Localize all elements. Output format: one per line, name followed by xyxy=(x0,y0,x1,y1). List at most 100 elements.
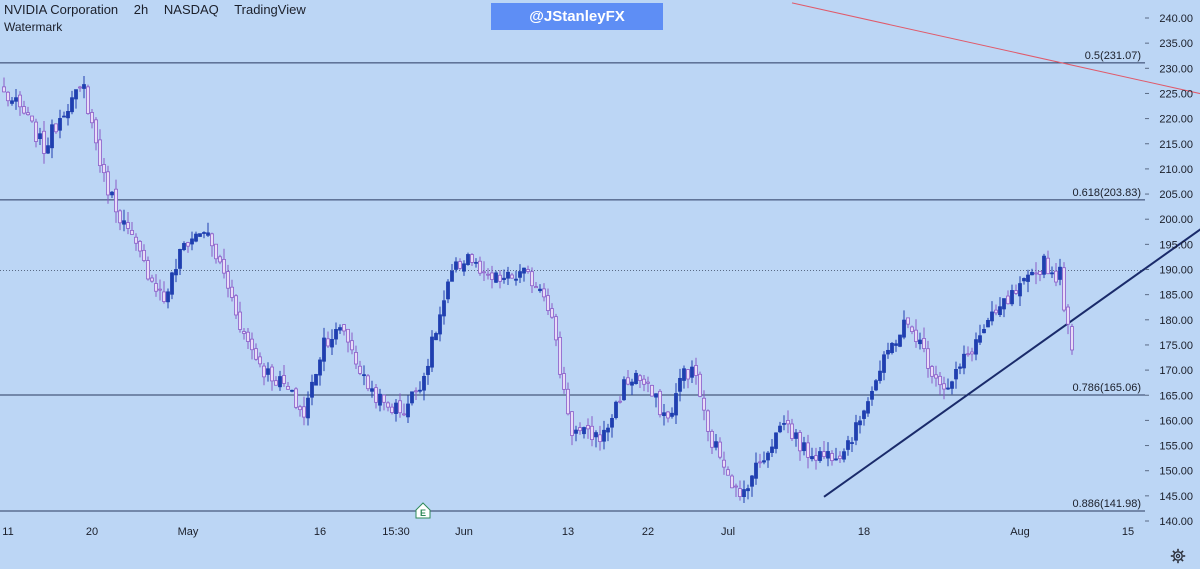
candle-body xyxy=(998,306,1002,315)
candle xyxy=(358,360,362,376)
candle xyxy=(138,239,142,258)
candle xyxy=(638,374,642,389)
candle xyxy=(190,231,194,251)
candle xyxy=(506,266,510,285)
candle-body xyxy=(802,442,806,452)
candle xyxy=(958,363,962,375)
candle xyxy=(146,256,150,281)
candle-body xyxy=(74,89,78,100)
y-tick-label: 205.00 xyxy=(1159,189,1193,201)
candle xyxy=(458,258,462,270)
symbol-name[interactable]: NVIDIA Corporation xyxy=(4,2,119,17)
candle xyxy=(102,158,106,182)
candle xyxy=(126,212,130,235)
candle xyxy=(702,390,706,421)
candle xyxy=(590,416,594,447)
candle xyxy=(346,328,350,353)
candle-body xyxy=(698,373,702,397)
candle xyxy=(810,447,814,462)
candle xyxy=(566,382,570,416)
candle xyxy=(438,306,442,342)
candle-body xyxy=(306,397,310,419)
candle xyxy=(86,84,90,115)
y-axis: 240.00 235.00 230.00 225.00 220.00 215.00 210.… xyxy=(1145,13,1193,528)
candle xyxy=(1010,284,1014,307)
candle xyxy=(790,418,794,441)
candle xyxy=(314,373,318,386)
candle-body xyxy=(574,429,578,434)
candle-body xyxy=(474,261,478,264)
candle-body xyxy=(766,452,770,461)
candle-body xyxy=(594,432,598,438)
candle xyxy=(634,369,638,385)
x-tick-label: 13 xyxy=(562,526,574,538)
interval-label[interactable]: 2h xyxy=(133,2,149,17)
candle xyxy=(1062,262,1066,313)
candle-body xyxy=(486,273,490,276)
candle xyxy=(918,332,922,350)
candle xyxy=(442,290,446,325)
candle-body xyxy=(1026,274,1030,282)
candle-body xyxy=(282,375,286,384)
candle-body xyxy=(786,420,790,425)
exchange-label: NASDAQ xyxy=(163,2,219,17)
candle xyxy=(754,452,758,485)
candle-body xyxy=(942,383,946,390)
candle-body xyxy=(570,411,574,436)
candle-body xyxy=(318,359,322,376)
candle-body xyxy=(402,413,406,416)
candle xyxy=(518,264,522,284)
candle-body xyxy=(1054,270,1058,283)
candle-body xyxy=(518,271,522,278)
candle-body xyxy=(358,365,362,374)
x-tick-label: 11 xyxy=(2,526,13,538)
candle-body xyxy=(2,86,6,93)
candle-body xyxy=(522,267,526,274)
x-tick-label: Aug xyxy=(1010,526,1030,538)
chart-header: NVIDIA Corporation 2h NASDAQ TradingView xyxy=(4,2,318,17)
candle xyxy=(986,317,990,328)
candle xyxy=(722,451,726,475)
indicator-label[interactable]: Watermark xyxy=(4,20,63,34)
candle-body xyxy=(1066,306,1070,325)
candle-body xyxy=(470,254,474,263)
candle-body xyxy=(790,423,794,439)
earnings-marker[interactable]: E xyxy=(415,502,431,519)
candle-body xyxy=(214,243,218,260)
candle-body xyxy=(294,388,298,408)
candle xyxy=(598,425,602,451)
candle xyxy=(910,325,914,335)
candle-body xyxy=(858,420,862,426)
candle xyxy=(522,267,526,282)
candle-body xyxy=(462,263,466,272)
candle xyxy=(770,439,774,457)
candle-body xyxy=(274,380,278,386)
candle-body xyxy=(542,288,546,298)
x-tick-label: 20 xyxy=(86,526,98,538)
candle-body xyxy=(962,353,966,369)
candle-body xyxy=(234,295,238,316)
y-tick-label: 240.00 xyxy=(1159,13,1193,25)
candle-body xyxy=(138,240,142,252)
candle-body xyxy=(758,461,762,464)
y-tick-label: 210.00 xyxy=(1159,164,1193,176)
candle-body xyxy=(270,366,274,382)
candle xyxy=(714,433,718,451)
y-tick-label: 145.00 xyxy=(1159,491,1193,503)
candle xyxy=(926,340,930,378)
gear-icon[interactable] xyxy=(1170,548,1186,564)
candle xyxy=(362,365,366,386)
candle xyxy=(414,387,418,400)
candle-body xyxy=(710,430,714,448)
candle xyxy=(66,103,70,126)
candle xyxy=(738,480,742,501)
candle-body xyxy=(798,432,802,452)
candle xyxy=(890,341,894,355)
candle xyxy=(342,324,346,336)
candle-body xyxy=(830,453,834,462)
candle xyxy=(222,248,226,279)
candle xyxy=(58,109,62,139)
candle xyxy=(246,327,250,349)
candle xyxy=(330,329,334,356)
